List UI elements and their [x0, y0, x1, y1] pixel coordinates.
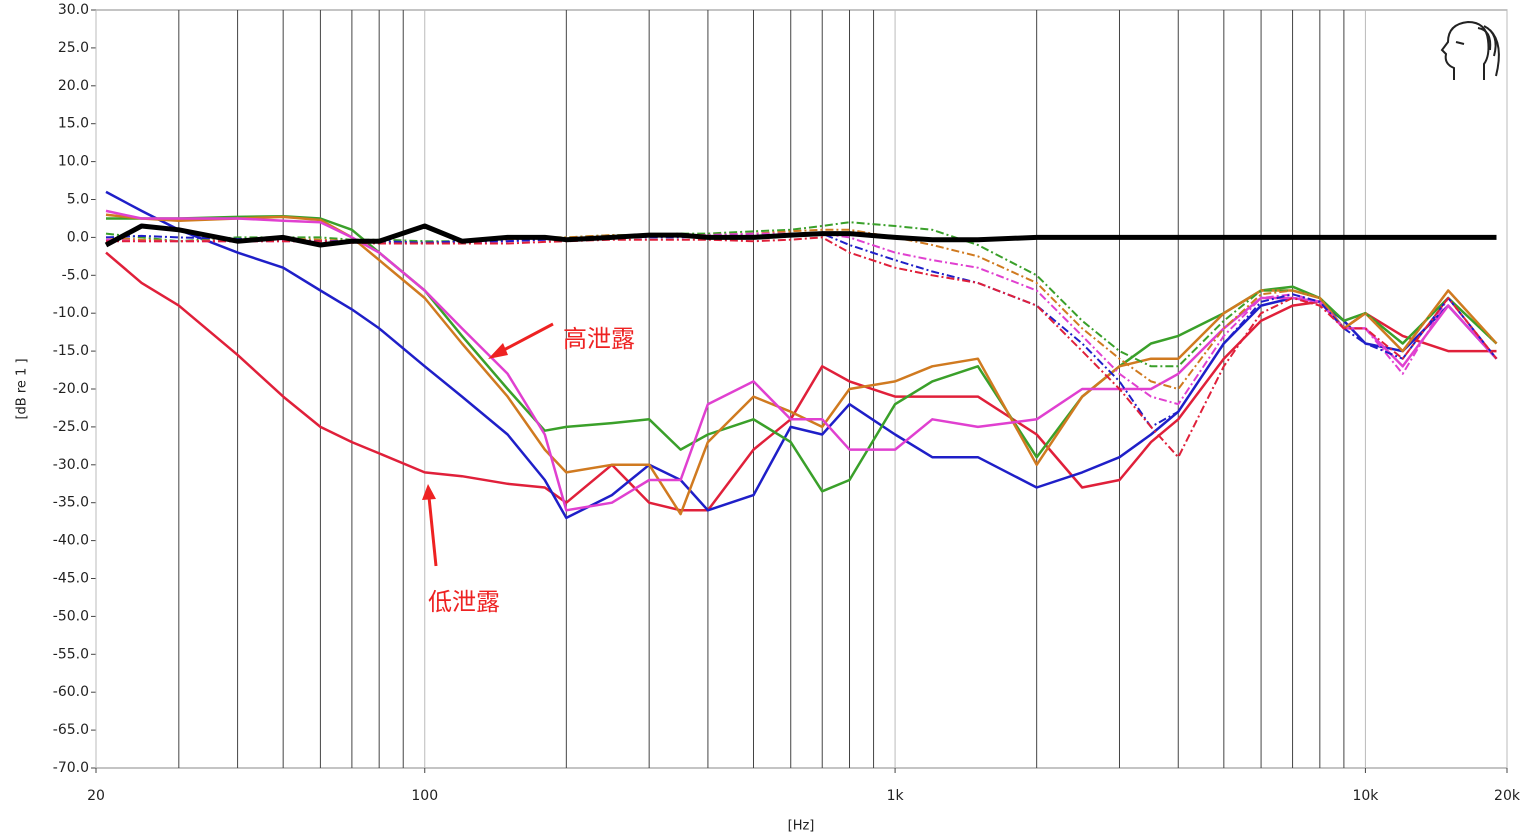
- y-tick-label: -35.0: [53, 495, 89, 511]
- plot-area: [95, 9, 1508, 769]
- y-tick-label: -5.0: [62, 267, 89, 283]
- annotation: 低泄露: [428, 588, 500, 616]
- y-tick-label: -60.0: [53, 684, 89, 700]
- y-tick-label: 30.0: [58, 2, 89, 18]
- series-line: [105, 190, 1498, 520]
- y-tick-label: 0.0: [67, 229, 89, 245]
- x-tick-label: 1k: [887, 788, 905, 804]
- series-line: [104, 223, 1497, 248]
- series-line: [105, 251, 1497, 512]
- y-tick-label: -65.0: [53, 722, 89, 738]
- head-icon: [1440, 16, 1504, 84]
- arrow: [488, 322, 554, 359]
- x-tick-label: 10k: [1352, 788, 1379, 804]
- y-tick-label: -40.0: [53, 533, 89, 549]
- series-line: [106, 214, 1498, 493]
- y-tick-label: 10.0: [58, 154, 89, 170]
- y-tick-label: -25.0: [53, 419, 89, 435]
- y-tick-label: -20.0: [53, 381, 89, 397]
- series-line: [106, 236, 1498, 459]
- y-tick-label: -15.0: [53, 343, 89, 359]
- y-tick-label: 20.0: [58, 78, 89, 94]
- y-tick-label: -55.0: [53, 646, 89, 662]
- y-axis-label: [dB re 1 ]: [15, 358, 30, 419]
- x-tick-label: 20: [87, 788, 105, 804]
- y-tick-label: -70.0: [53, 760, 89, 776]
- x-tick-label: 100: [411, 788, 438, 804]
- y-tick-label: -50.0: [53, 608, 89, 624]
- arrow: [422, 484, 438, 567]
- x-axis-label: [Hz]: [788, 819, 815, 833]
- y-tick-label: 15.0: [58, 116, 89, 132]
- y-tick-label: -45.0: [53, 571, 89, 587]
- y-tick-label: -30.0: [53, 457, 89, 473]
- y-tick-label: 5.0: [67, 192, 89, 208]
- y-tick-label: 25.0: [58, 40, 89, 56]
- x-tick-label: 20k: [1494, 788, 1521, 804]
- y-tick-label: -10.0: [53, 305, 89, 321]
- annotation: 高泄露: [563, 325, 635, 353]
- lines: [104, 190, 1498, 520]
